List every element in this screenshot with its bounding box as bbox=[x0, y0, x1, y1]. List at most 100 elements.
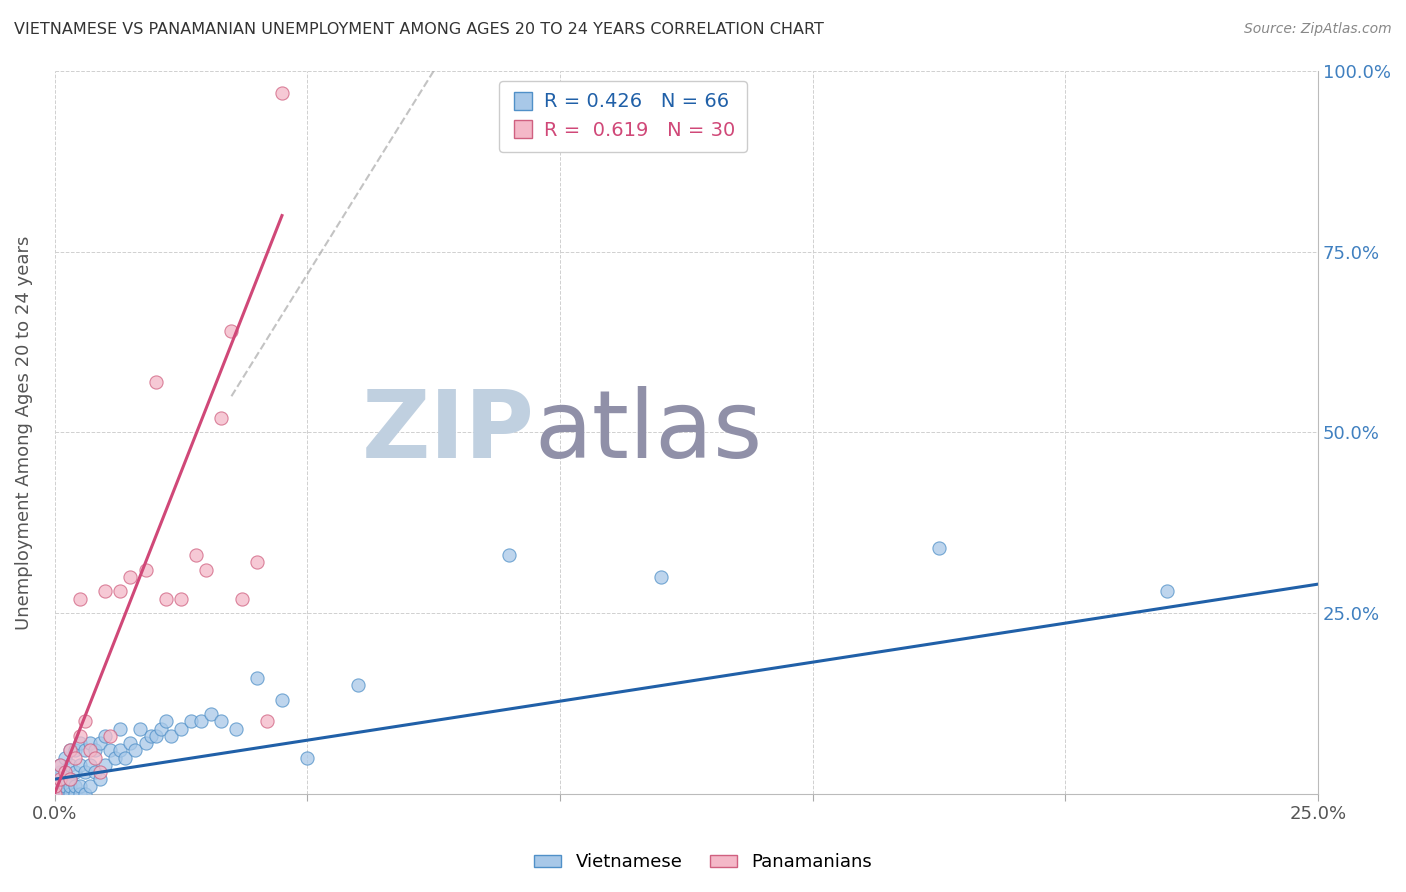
Point bbox=[69, 736, 91, 750]
Point bbox=[256, 714, 278, 729]
Point bbox=[498, 548, 520, 562]
Point bbox=[200, 707, 222, 722]
Point bbox=[63, 787, 86, 801]
Point bbox=[928, 541, 950, 555]
Point bbox=[48, 772, 70, 787]
Point bbox=[89, 736, 111, 750]
Point bbox=[73, 787, 96, 801]
Point bbox=[139, 729, 162, 743]
Point bbox=[110, 743, 132, 757]
Legend: Vietnamese, Panamanians: Vietnamese, Panamanians bbox=[527, 847, 879, 879]
Legend: R = 0.426   N = 66, R =  0.619   N = 30: R = 0.426 N = 66, R = 0.619 N = 30 bbox=[499, 81, 747, 152]
Point bbox=[73, 743, 96, 757]
Point bbox=[48, 757, 70, 772]
Point bbox=[48, 787, 70, 801]
Point bbox=[44, 787, 66, 801]
Point bbox=[44, 780, 66, 794]
Point bbox=[84, 743, 107, 757]
Point bbox=[221, 324, 243, 338]
Point bbox=[59, 772, 82, 787]
Point bbox=[59, 743, 82, 757]
Point bbox=[53, 787, 76, 801]
Point bbox=[89, 764, 111, 779]
Point bbox=[145, 375, 167, 389]
Point bbox=[63, 780, 86, 794]
Point bbox=[63, 764, 86, 779]
Point bbox=[297, 750, 319, 764]
Point bbox=[44, 780, 66, 794]
Point bbox=[120, 736, 142, 750]
Point bbox=[63, 743, 86, 757]
Point bbox=[231, 591, 253, 606]
Point bbox=[44, 772, 66, 787]
Point bbox=[59, 757, 82, 772]
Point bbox=[149, 722, 172, 736]
Point bbox=[134, 563, 156, 577]
Point bbox=[94, 729, 117, 743]
Point bbox=[48, 757, 70, 772]
Point bbox=[190, 714, 212, 729]
Point bbox=[48, 772, 70, 787]
Point bbox=[79, 736, 101, 750]
Text: ZIP: ZIP bbox=[361, 386, 534, 478]
Point bbox=[84, 764, 107, 779]
Point bbox=[59, 772, 82, 787]
Point bbox=[53, 750, 76, 764]
Point bbox=[98, 729, 121, 743]
Point bbox=[145, 729, 167, 743]
Point bbox=[104, 750, 127, 764]
Point bbox=[79, 757, 101, 772]
Point bbox=[94, 584, 117, 599]
Point bbox=[69, 729, 91, 743]
Point bbox=[225, 722, 247, 736]
Point bbox=[246, 556, 269, 570]
Point bbox=[110, 584, 132, 599]
Text: atlas: atlas bbox=[534, 386, 763, 478]
Point bbox=[73, 714, 96, 729]
Point bbox=[209, 714, 232, 729]
Point bbox=[110, 722, 132, 736]
Point bbox=[155, 714, 177, 729]
Point bbox=[346, 678, 368, 692]
Text: Source: ZipAtlas.com: Source: ZipAtlas.com bbox=[1244, 22, 1392, 37]
Point bbox=[209, 411, 232, 425]
Point bbox=[1156, 584, 1178, 599]
Point bbox=[48, 780, 70, 794]
Text: VIETNAMESE VS PANAMANIAN UNEMPLOYMENT AMONG AGES 20 TO 24 YEARS CORRELATION CHAR: VIETNAMESE VS PANAMANIAN UNEMPLOYMENT AM… bbox=[14, 22, 824, 37]
Point bbox=[79, 743, 101, 757]
Point bbox=[114, 750, 136, 764]
Point bbox=[129, 722, 152, 736]
Point bbox=[69, 757, 91, 772]
Point bbox=[53, 772, 76, 787]
Point bbox=[69, 787, 91, 801]
Point bbox=[59, 780, 82, 794]
Point bbox=[155, 591, 177, 606]
Point bbox=[89, 772, 111, 787]
Point bbox=[246, 671, 269, 685]
Point bbox=[98, 743, 121, 757]
Point bbox=[184, 548, 207, 562]
Point bbox=[44, 787, 66, 801]
Point bbox=[159, 729, 181, 743]
Point bbox=[650, 570, 672, 584]
Point bbox=[180, 714, 202, 729]
Point bbox=[94, 757, 117, 772]
Point bbox=[170, 722, 193, 736]
Point bbox=[79, 780, 101, 794]
Point bbox=[271, 692, 294, 706]
Point bbox=[73, 764, 96, 779]
Point bbox=[69, 591, 91, 606]
Y-axis label: Unemployment Among Ages 20 to 24 years: Unemployment Among Ages 20 to 24 years bbox=[15, 235, 32, 630]
Point bbox=[59, 743, 82, 757]
Point bbox=[271, 86, 294, 100]
Point bbox=[124, 743, 146, 757]
Point bbox=[170, 591, 193, 606]
Point bbox=[53, 764, 76, 779]
Point bbox=[48, 764, 70, 779]
Point bbox=[134, 736, 156, 750]
Point bbox=[120, 570, 142, 584]
Point bbox=[59, 787, 82, 801]
Point bbox=[53, 764, 76, 779]
Point bbox=[84, 750, 107, 764]
Point bbox=[195, 563, 218, 577]
